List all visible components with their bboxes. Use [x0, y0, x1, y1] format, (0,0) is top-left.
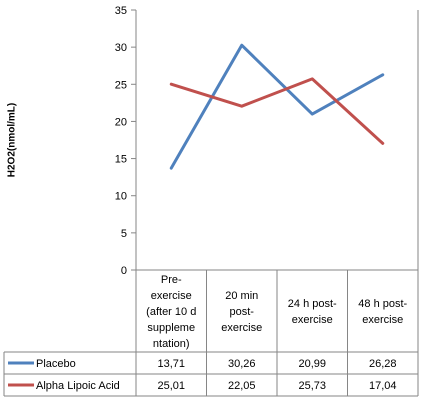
legend-label: Placebo [36, 358, 76, 370]
x-category-label: 24 h post- [288, 298, 337, 310]
table-value: 17,04 [369, 380, 397, 392]
series-line-1 [169, 43, 385, 170]
x-category-label: exercise [221, 322, 262, 334]
y-tick-label: 15 [115, 154, 127, 166]
x-category-label: Pre- [161, 274, 182, 286]
legend-label: Alpha Lipoic Acid [36, 380, 120, 392]
series-line-2 [169, 77, 385, 145]
x-category-label: 48 h post- [358, 298, 407, 310]
x-category-label: ntation) [153, 338, 190, 350]
x-category-label: 20 min [225, 290, 258, 302]
y-tick-label: 25 [115, 79, 127, 91]
x-category-label: suppleme [147, 322, 195, 334]
table-value: 13,71 [157, 358, 185, 370]
table-value: 25,73 [298, 380, 326, 392]
y-tick-label: 0 [121, 265, 127, 277]
y-tick-label: 10 [115, 191, 127, 203]
x-category-label: exercise [151, 290, 192, 302]
y-tick-label: 35 [115, 5, 127, 17]
y-tick-label: 20 [115, 116, 127, 128]
x-category-label: exercise [292, 314, 333, 326]
table-value: 30,26 [228, 358, 256, 370]
y-tick-label: 30 [115, 42, 127, 54]
x-category-label: exercise [362, 314, 403, 326]
x-category-label: (after 10 d [146, 306, 196, 318]
x-category-label: post- [230, 306, 255, 318]
table-value: 22,05 [228, 380, 256, 392]
y-tick-label: 5 [121, 228, 127, 240]
table-value: 26,28 [369, 358, 397, 370]
table-value: 20,99 [298, 358, 326, 370]
table-value: 25,01 [157, 380, 185, 392]
